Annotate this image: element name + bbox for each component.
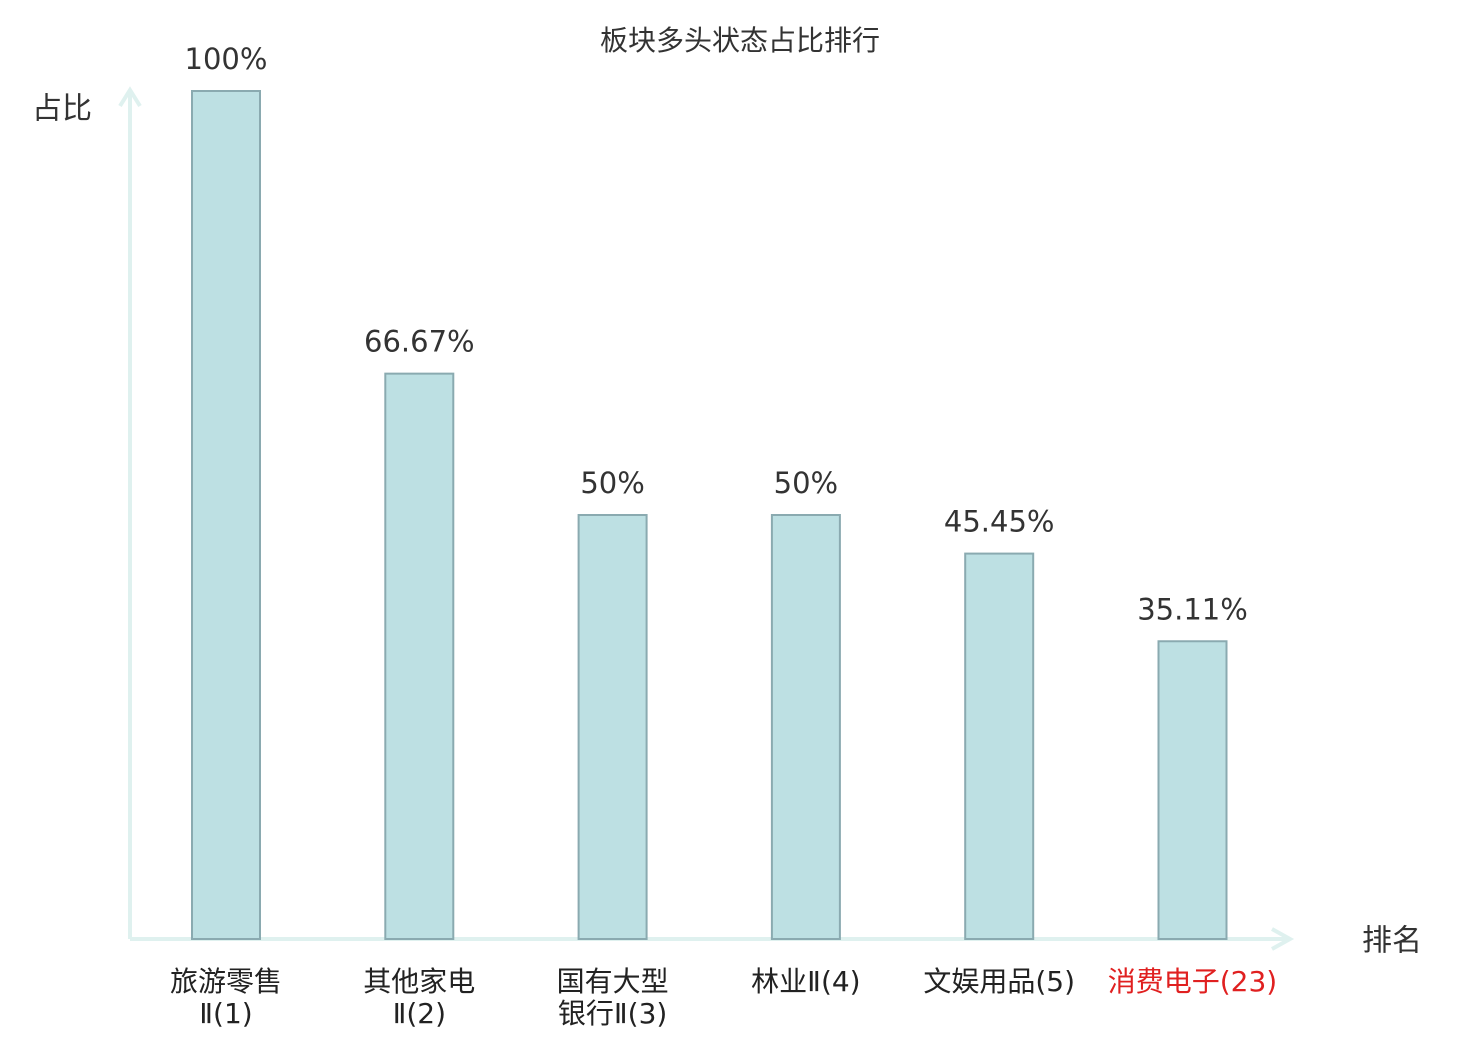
x-tick-label: 林业Ⅱ(4) <box>751 965 861 998</box>
chart-title: 板块多头状态占比排行 <box>600 24 880 57</box>
value-label: 50% <box>774 466 838 500</box>
x-tick-label: 文娱用品(5) <box>923 965 1076 998</box>
x-axis-arrow <box>1271 927 1295 951</box>
bar <box>191 90 261 940</box>
bar <box>577 514 648 940</box>
bar <box>384 372 455 940</box>
x-tick-label: 消费电子(23) <box>1107 965 1278 998</box>
bar <box>770 514 841 940</box>
y-axis-arrow <box>118 86 142 108</box>
x-tick-label: 旅游零售 Ⅱ(1) <box>169 965 282 1030</box>
x-tick-label: 国有大型 银行Ⅱ(3) <box>556 965 669 1030</box>
value-label: 100% <box>185 42 268 76</box>
value-label: 50% <box>580 466 644 500</box>
bar <box>1157 640 1228 940</box>
x-tick-label: 其他家电 Ⅱ(2) <box>363 965 476 1030</box>
bar <box>964 552 1035 940</box>
y-axis-label: 占比 <box>32 92 92 127</box>
value-label: 35.11% <box>1137 592 1248 626</box>
x-axis-label: 排名 <box>1362 924 1422 959</box>
value-label: 66.67% <box>364 325 475 359</box>
value-label: 45.45% <box>944 505 1055 539</box>
